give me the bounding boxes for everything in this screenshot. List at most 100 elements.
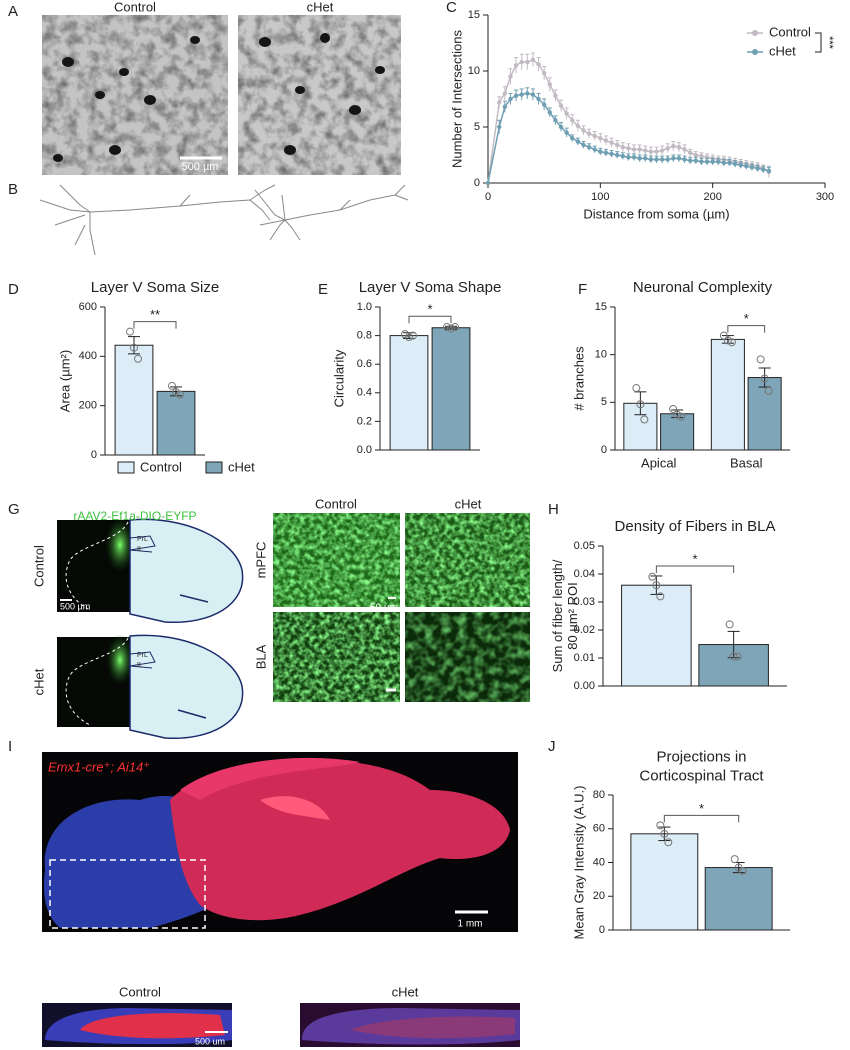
- data-point: [536, 96, 541, 102]
- cortex-top: [180, 757, 360, 800]
- data-point: [508, 96, 513, 102]
- image-texture: [405, 513, 530, 607]
- replicate-point: [664, 838, 673, 847]
- data-point: [755, 166, 760, 171]
- replicate-point: [648, 572, 657, 581]
- replicate-point: [447, 324, 455, 333]
- data-point: [541, 71, 547, 76]
- scale-label: 1 mm: [458, 919, 483, 930]
- hemisphere: [129, 634, 244, 740]
- cell: [62, 57, 74, 67]
- panel-i-images: 1 mm Emx1-cre⁺; Ai14⁺ 500 um Control cHe…: [42, 752, 520, 1047]
- replicate-point: [405, 333, 413, 342]
- replicate-point: [409, 331, 417, 340]
- chart-title: Projections in: [656, 748, 746, 765]
- data-point: [525, 59, 530, 65]
- data-point: [676, 144, 682, 150]
- chart-title: Layer V Soma Size: [91, 279, 219, 296]
- replicate-point: [719, 331, 728, 340]
- data-point: [766, 168, 772, 173]
- fluorescence: [105, 517, 135, 573]
- neuron-tracings: [39, 184, 409, 256]
- column-label: Control: [114, 0, 156, 14]
- chart-title: Corticospinal Tract: [639, 767, 764, 784]
- y-tick-label: 80: [593, 789, 605, 801]
- region-label: IL: [137, 546, 143, 553]
- data-point: [659, 157, 665, 162]
- legend-label: Control: [140, 459, 182, 474]
- legend-swatch: [205, 461, 223, 474]
- bar: [704, 867, 773, 931]
- data-point: [502, 91, 508, 96]
- replicate-point: [723, 336, 732, 345]
- replicate-point: [738, 866, 747, 875]
- image-texture: [273, 513, 400, 607]
- y-tick-label: 0: [474, 177, 480, 189]
- data-point: [648, 149, 654, 154]
- tract: [350, 1016, 515, 1039]
- image-texture: [42, 15, 228, 175]
- y-axis-label: 80 µm² ROI: [565, 582, 580, 649]
- replicate-point: [640, 415, 649, 424]
- column-label: Control: [315, 496, 357, 511]
- y-tick-label: 15: [468, 9, 480, 21]
- replicate-point: [730, 855, 739, 864]
- region-label: PrL: [137, 652, 148, 659]
- series-line: [487, 58, 770, 184]
- significance-bracket: [663, 814, 740, 823]
- column-label: cHet: [307, 0, 334, 14]
- data-point: [508, 74, 513, 79]
- significance-bracket: [408, 315, 452, 324]
- y-axis-label: Sum of fiber length/: [550, 559, 565, 672]
- data-point: [671, 143, 676, 149]
- row-label: cHet: [31, 668, 46, 695]
- y-tick-label: 0: [91, 449, 97, 461]
- data-point: [665, 157, 670, 162]
- data-point: [530, 57, 536, 62]
- y-tick-label: 0.4: [357, 387, 372, 399]
- data-point: [721, 160, 727, 166]
- data-point: [693, 158, 699, 163]
- y-tick-label: 40: [593, 856, 605, 868]
- cell-bodies: [53, 33, 385, 162]
- replicate-point: [660, 829, 669, 838]
- x-tick-label: Apical: [641, 455, 677, 470]
- y-tick-label: 10: [468, 65, 480, 77]
- significance-label: *: [699, 801, 704, 816]
- hemisphere: [129, 518, 244, 624]
- scale-label: 500 µm: [182, 161, 219, 173]
- replicate-point: [725, 620, 734, 629]
- y-tick-label: 0: [599, 924, 605, 936]
- data-point: [620, 144, 625, 150]
- data-point: [513, 93, 519, 98]
- bar: [389, 335, 429, 451]
- cell: [53, 154, 63, 162]
- y-axis-label: Mean Gray Intensity (A.U.): [571, 786, 586, 940]
- legend-marker: [752, 30, 758, 36]
- significance-label: *: [744, 311, 749, 326]
- significance-label: *: [427, 302, 432, 317]
- data-point: [654, 157, 659, 162]
- data-point: [643, 156, 648, 161]
- data-point: [547, 82, 552, 87]
- data-point: [592, 147, 597, 152]
- y-axis-label: # branches: [571, 346, 586, 411]
- data-point: [558, 124, 564, 130]
- data-point: [637, 147, 642, 152]
- data-point: [497, 100, 502, 105]
- replicate-point: [764, 386, 773, 395]
- genotype-label: Emx1-cre⁺; Ai14⁺: [48, 759, 150, 774]
- data-point: [699, 153, 704, 159]
- data-point: [603, 138, 609, 143]
- data-point: [699, 159, 704, 164]
- column-label: cHet: [392, 984, 419, 999]
- cell: [320, 33, 330, 43]
- data-point: [530, 92, 536, 97]
- data-point: [598, 136, 603, 141]
- data-point: [665, 146, 670, 151]
- panel-letter: E: [318, 281, 328, 298]
- replicate-point: [172, 388, 180, 397]
- significance-bracket: [815, 32, 822, 53]
- bar: [156, 390, 196, 456]
